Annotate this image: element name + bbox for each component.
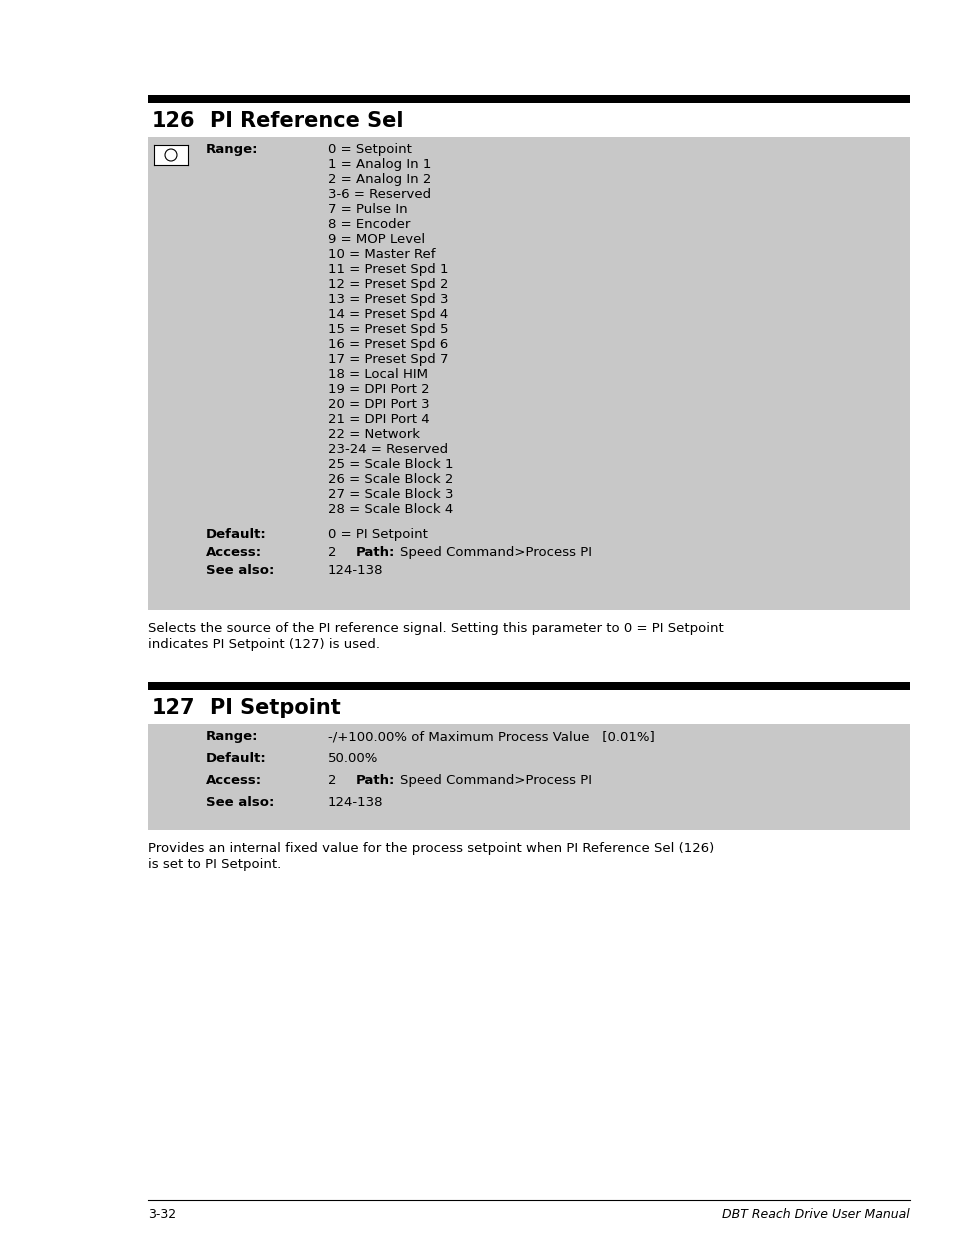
Text: Path:: Path: [355,546,395,559]
Text: 7 = Pulse In: 7 = Pulse In [328,203,407,216]
Text: See also:: See also: [206,564,274,577]
Text: 124-138: 124-138 [328,797,383,809]
Text: 0 = PI Setpoint: 0 = PI Setpoint [328,529,428,541]
Bar [148,724,909,830]
Text: 126: 126 [152,111,195,131]
Text: 8 = Encoder: 8 = Encoder [328,219,410,231]
Text: 28 = Scale Block 4: 28 = Scale Block 4 [328,503,453,516]
Bar [148,682,909,690]
Bar [148,137,909,610]
Text: Speed Command>Process PI: Speed Command>Process PI [399,774,592,787]
Bar [148,690,909,724]
Text: 3-32: 3-32 [148,1208,176,1221]
Text: 2: 2 [328,546,336,559]
Text: 26 = Scale Block 2: 26 = Scale Block 2 [328,473,453,487]
Text: indicates PI Setpoint (127) is used.: indicates PI Setpoint (127) is used. [148,638,379,651]
Text: DBT Reach Drive User Manual: DBT Reach Drive User Manual [721,1208,909,1221]
Bar [148,95,909,103]
Text: 27 = Scale Block 3: 27 = Scale Block 3 [328,488,453,501]
Bar [148,103,909,137]
Text: 0 = Setpoint: 0 = Setpoint [328,143,412,156]
Text: 124-138: 124-138 [328,564,383,577]
Text: 3-6 = Reserved: 3-6 = Reserved [328,188,431,201]
Text: 21 = DPI Port 4: 21 = DPI Port 4 [328,412,429,426]
Text: Default:: Default: [206,752,267,764]
Text: Path:: Path: [355,774,395,787]
Text: 18 = Local HIM: 18 = Local HIM [328,368,428,382]
Text: PI Setpoint: PI Setpoint [210,698,340,718]
Text: Provides an internal fixed value for the process setpoint when PI Reference Sel : Provides an internal fixed value for the… [148,842,714,855]
Text: Speed Command>Process PI: Speed Command>Process PI [399,546,592,559]
Text: Range:: Range: [206,730,258,743]
Text: 11 = Preset Spd 1: 11 = Preset Spd 1 [328,263,448,275]
Text: Access:: Access: [206,774,262,787]
Text: 19 = DPI Port 2: 19 = DPI Port 2 [328,383,429,396]
Text: Range:: Range: [206,143,258,156]
Text: 127: 127 [152,698,195,718]
Text: 23-24 = Reserved: 23-24 = Reserved [328,443,448,456]
Text: Access:: Access: [206,546,262,559]
Text: 1 = Analog In 1: 1 = Analog In 1 [328,158,431,170]
Text: PI Reference Sel: PI Reference Sel [210,111,403,131]
Text: 14 = Preset Spd 4: 14 = Preset Spd 4 [328,308,448,321]
Text: -/+100.00% of Maximum Process Value   [0.01%]: -/+100.00% of Maximum Process Value [0.0… [328,730,654,743]
Text: 2: 2 [328,774,336,787]
Text: 20 = DPI Port 3: 20 = DPI Port 3 [328,398,429,411]
Text: 16 = Preset Spd 6: 16 = Preset Spd 6 [328,338,448,351]
Text: Selects the source of the PI reference signal. Setting this parameter to 0 = PI : Selects the source of the PI reference s… [148,622,723,635]
Text: 13 = Preset Spd 3: 13 = Preset Spd 3 [328,293,448,306]
Text: Default:: Default: [206,529,267,541]
Text: 15 = Preset Spd 5: 15 = Preset Spd 5 [328,324,448,336]
Text: 2 = Analog In 2: 2 = Analog In 2 [328,173,431,186]
Text: 50.00%: 50.00% [328,752,378,764]
Text: 9 = MOP Level: 9 = MOP Level [328,233,425,246]
Text: 22 = Network: 22 = Network [328,429,419,441]
Text: 12 = Preset Spd 2: 12 = Preset Spd 2 [328,278,448,291]
Bar [153,144,188,165]
Text: See also:: See also: [206,797,274,809]
Text: is set to PI Setpoint.: is set to PI Setpoint. [148,858,281,871]
Text: 17 = Preset Spd 7: 17 = Preset Spd 7 [328,353,448,366]
Text: 10 = Master Ref: 10 = Master Ref [328,248,435,261]
Text: 25 = Scale Block 1: 25 = Scale Block 1 [328,458,453,471]
